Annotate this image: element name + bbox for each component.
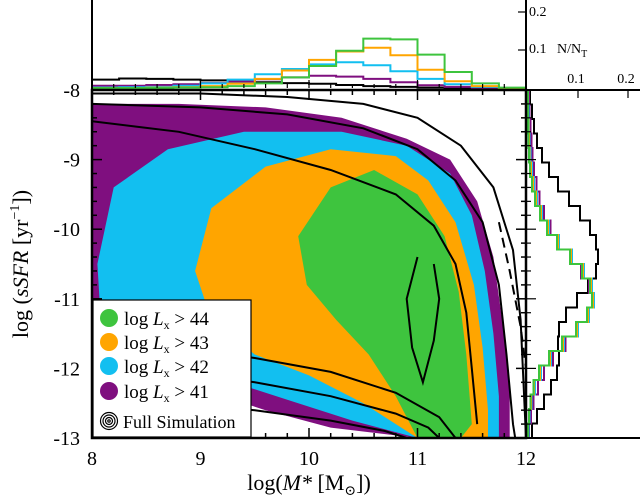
legend-label: log Lx > 44 <box>124 309 209 332</box>
right-hist-tick-label: 0.2 <box>617 72 635 87</box>
contour-region-44 <box>298 170 472 438</box>
y-tick-labels: -8 -9 -10 -11 -12 -13 <box>53 80 80 450</box>
right-hist-tick-labels: 0.1 0.2 <box>567 72 635 87</box>
concentric-circles-icon <box>99 411 119 431</box>
right-histogram-step <box>528 90 599 438</box>
x-axis-title: log(M* [M⊙]) <box>247 470 371 499</box>
y-tick-label: -13 <box>53 428 80 450</box>
full-simulation-contour <box>92 120 479 425</box>
legend-swatch <box>100 333 118 351</box>
legend-item-lx43: log Lx > 43 <box>100 333 209 356</box>
x-tick-labels: 8 9 10 11 12 <box>87 448 536 470</box>
y-tick-label: -11 <box>54 289 80 311</box>
x-tick-label: 11 <box>408 448 427 470</box>
right-hist-tick-label: 0.1 <box>567 72 585 87</box>
x-tick-label: 8 <box>87 448 97 470</box>
top-hist-axis-label: N/NT <box>557 42 587 60</box>
x-tick-label: 9 <box>196 448 206 470</box>
full-simulation-contour <box>405 256 441 386</box>
y-tick-label: -12 <box>53 358 80 380</box>
y-tick-label: -8 <box>63 80 80 102</box>
top-hist-tick-labels: 0.1 0.2 N/NT <box>529 5 587 60</box>
legend-label: log Lx > 41 <box>124 382 209 405</box>
full-simulation-contour <box>92 92 526 438</box>
x-tick-label: 12 <box>516 448 536 470</box>
legend-item-lx42: log Lx > 42 <box>100 357 209 380</box>
legend-item-full-simulation: Full Simulation <box>99 411 236 432</box>
legend-swatch <box>100 382 118 400</box>
full-simulation-contour <box>92 102 517 438</box>
legend-item-lx44: log Lx > 44 <box>100 309 209 332</box>
legend-label: Full Simulation <box>123 412 236 432</box>
top-hist-tick-label: 0.2 <box>529 5 547 20</box>
y-tick-label: -9 <box>63 150 80 172</box>
legend: log Lx > 44 log Lx > 43 log Lx > 42 log … <box>92 299 252 438</box>
top-hist-tick-label: 0.1 <box>529 42 547 57</box>
right-ssfr-histograms <box>527 90 599 438</box>
y-tick-label: -10 <box>53 219 80 241</box>
full-simulation-contour <box>497 221 526 369</box>
legend-box <box>92 299 252 438</box>
legend-swatch <box>100 309 118 327</box>
legend-swatch <box>100 357 118 375</box>
y-axis-title: log (sSFR [yr−1]) <box>8 190 33 338</box>
legend-item-lx41: log Lx > 41 <box>100 382 209 405</box>
x-tick-label: 10 <box>299 448 319 470</box>
legend-label: log Lx > 43 <box>124 333 209 356</box>
legend-label: log Lx > 42 <box>124 357 209 380</box>
right-histogram-step <box>527 90 593 438</box>
